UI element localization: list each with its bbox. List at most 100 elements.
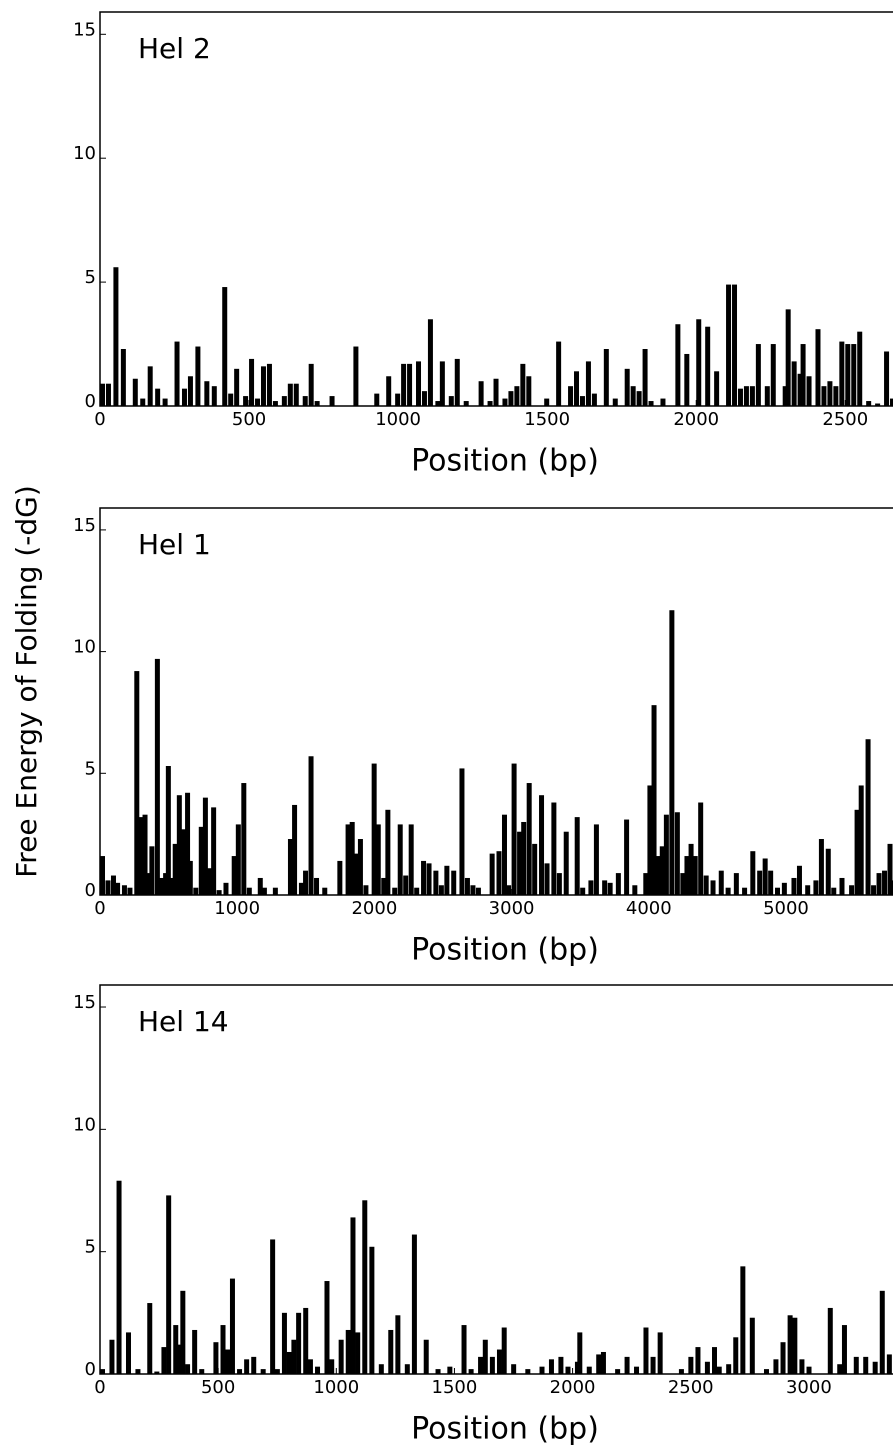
- bar: [726, 1364, 732, 1374]
- bar: [521, 821, 527, 895]
- bar: [725, 887, 731, 895]
- bar: [818, 839, 824, 895]
- bar: [593, 824, 599, 895]
- y-tick-label: 10: [73, 637, 96, 658]
- bar: [624, 368, 630, 406]
- panel-title: Hel 2: [138, 32, 211, 65]
- bar: [489, 1356, 495, 1374]
- bar: [501, 814, 507, 895]
- bar: [350, 1217, 356, 1374]
- bar: [478, 381, 484, 406]
- bar: [154, 1371, 160, 1374]
- bar: [890, 398, 893, 406]
- bar: [105, 880, 111, 895]
- bar: [703, 875, 709, 895]
- bar: [225, 1349, 231, 1374]
- bar: [475, 887, 481, 895]
- bar: [404, 1364, 410, 1374]
- bar: [663, 814, 669, 895]
- bar: [296, 1312, 302, 1374]
- x-tick-label: 1500: [432, 1377, 478, 1398]
- bar: [113, 267, 119, 406]
- bar: [692, 856, 698, 895]
- bar: [169, 877, 175, 895]
- bar: [260, 366, 266, 406]
- bar: [237, 1369, 243, 1374]
- bar: [180, 829, 186, 895]
- bar: [615, 1369, 621, 1374]
- bar: [155, 388, 161, 406]
- bar: [574, 817, 580, 895]
- bar: [105, 383, 111, 406]
- bar: [329, 1359, 335, 1374]
- bar: [302, 396, 308, 406]
- bar: [337, 860, 343, 895]
- bar: [879, 1290, 885, 1374]
- bar: [825, 848, 831, 895]
- bar: [891, 880, 893, 895]
- bar: [642, 349, 648, 406]
- bar: [815, 329, 821, 406]
- bar: [508, 391, 514, 406]
- bar: [660, 398, 666, 406]
- bar: [853, 1356, 859, 1374]
- bar: [695, 1347, 701, 1374]
- x-tick-label: 2000: [550, 1377, 596, 1398]
- bar: [161, 1347, 167, 1374]
- bar: [863, 1356, 869, 1374]
- bar: [577, 1332, 583, 1374]
- bar: [636, 391, 642, 406]
- bar: [487, 401, 493, 406]
- bar: [381, 877, 387, 895]
- bar: [539, 795, 545, 895]
- bar: [266, 363, 272, 406]
- bar: [308, 363, 314, 406]
- bar: [711, 1347, 717, 1374]
- bar: [142, 814, 148, 895]
- bar: [193, 887, 199, 895]
- bar: [525, 1369, 531, 1374]
- bar: [216, 890, 222, 895]
- bar: [556, 873, 562, 895]
- bar: [851, 344, 857, 406]
- bar: [624, 819, 630, 895]
- x-axis-label: Position (bp): [411, 933, 599, 968]
- bar: [520, 363, 526, 406]
- bar: [797, 373, 803, 406]
- bar: [314, 401, 320, 406]
- bar: [349, 821, 355, 895]
- bar: [229, 1278, 235, 1374]
- bar: [303, 1307, 309, 1374]
- bar: [109, 1339, 115, 1374]
- bar: [362, 1200, 368, 1374]
- bar: [740, 1266, 746, 1374]
- bar: [315, 1366, 321, 1374]
- bar: [392, 887, 398, 895]
- bar: [235, 824, 241, 895]
- bar: [355, 1332, 361, 1374]
- bar: [603, 349, 609, 406]
- bar: [199, 1369, 205, 1374]
- bar: [246, 887, 252, 895]
- bar: [768, 870, 774, 895]
- bar: [298, 882, 304, 895]
- bar: [585, 361, 591, 406]
- bar: [493, 378, 499, 406]
- bar: [821, 386, 827, 406]
- x-tick-label: 1000: [375, 409, 421, 430]
- bar: [329, 396, 335, 406]
- bar: [244, 1359, 250, 1374]
- x-tick-label: 1000: [313, 1377, 359, 1398]
- bar: [688, 843, 694, 895]
- bar: [865, 739, 871, 895]
- bar: [222, 287, 228, 406]
- bar: [260, 1369, 266, 1374]
- bar: [716, 1366, 722, 1374]
- bar: [634, 1366, 640, 1374]
- bar: [657, 1332, 663, 1374]
- bar: [281, 396, 287, 406]
- bar: [857, 331, 863, 406]
- bar: [763, 1369, 769, 1374]
- bar: [345, 824, 351, 895]
- x-tick-label: 3000: [786, 1377, 832, 1398]
